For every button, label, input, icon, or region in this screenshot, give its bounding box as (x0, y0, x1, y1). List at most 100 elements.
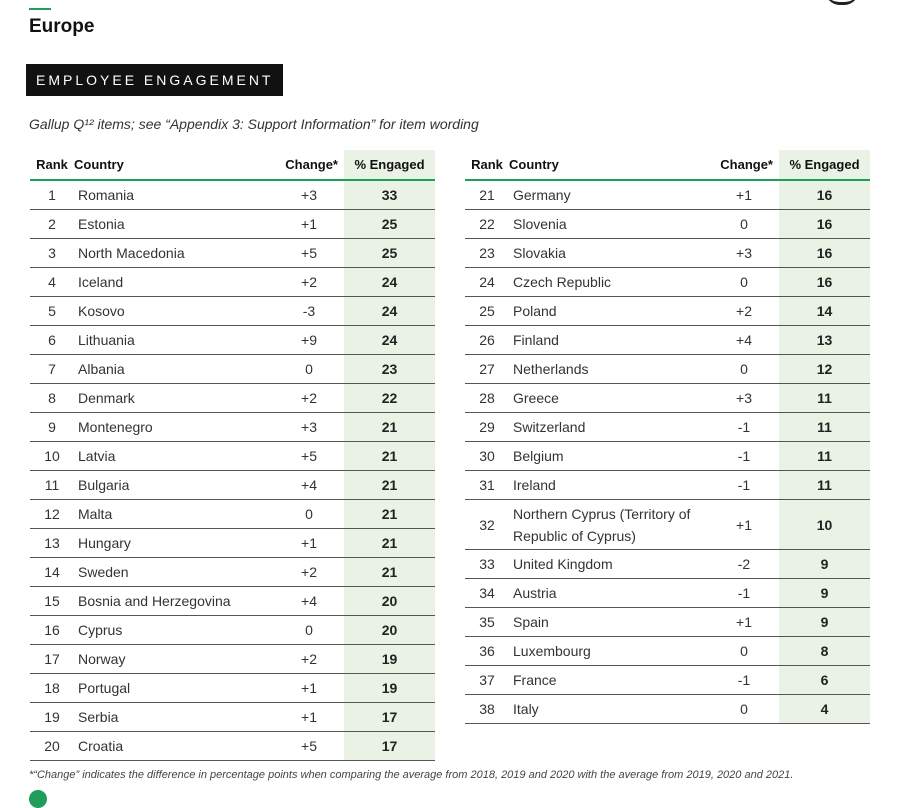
country-cell: North Macedonia (74, 238, 274, 268)
change-cell: +1 (274, 673, 344, 703)
rank-cell: 32 (465, 499, 509, 550)
country-cell: Northern Cyprus (Territory of Republic o… (509, 499, 709, 550)
rank-cell: 21 (465, 180, 509, 210)
header-row: Rank Country Change* % Engaged (465, 150, 870, 181)
rank-cell: 15 (30, 586, 74, 616)
country-cell: Norway (74, 644, 274, 674)
table-row: 8 Denmark +2 22 (30, 383, 435, 413)
rank-cell: 16 (30, 615, 74, 645)
table-row: 38 Italy 0 4 (465, 694, 870, 724)
table-row: 22 Slovenia 0 16 (465, 209, 870, 239)
rank-cell: 10 (30, 441, 74, 471)
country-cell: Iceland (74, 267, 274, 297)
change-cell: +5 (274, 731, 344, 761)
engaged-cell: 21 (344, 528, 435, 558)
change-cell: +4 (709, 325, 779, 355)
table-row: 29 Switzerland -1 11 (465, 412, 870, 442)
change-cell: 0 (274, 615, 344, 645)
table-row: 13 Hungary +1 21 (30, 528, 435, 558)
change-header: Change* (274, 150, 344, 181)
table-row: 33 United Kingdom -2 9 (465, 549, 870, 579)
engaged-cell: 19 (344, 644, 435, 674)
engaged-cell: 4 (779, 694, 870, 724)
change-cell: +1 (274, 209, 344, 239)
change-cell: +3 (709, 383, 779, 413)
change-cell: +1 (274, 528, 344, 558)
change-cell: +2 (274, 644, 344, 674)
rank-cell: 19 (30, 702, 74, 732)
engaged-cell: 19 (344, 673, 435, 703)
engaged-cell: 17 (344, 731, 435, 761)
change-cell: +1 (709, 499, 779, 550)
rank-cell: 4 (30, 267, 74, 297)
engaged-cell: 25 (344, 238, 435, 268)
table-row: 6 Lithuania +9 24 (30, 325, 435, 355)
change-cell: +1 (274, 702, 344, 732)
change-cell: +1 (709, 180, 779, 210)
engaged-cell: 6 (779, 665, 870, 695)
rank-cell: 17 (30, 644, 74, 674)
table-row: 7 Albania 0 23 (30, 354, 435, 384)
change-cell: +4 (274, 586, 344, 616)
table-row: 18 Portugal +1 19 (30, 673, 435, 703)
country-cell: Hungary (74, 528, 274, 558)
accent-line (29, 8, 51, 10)
rank-cell: 1 (30, 180, 74, 210)
change-cell: 0 (274, 499, 344, 529)
table-row: 23 Slovakia +3 16 (465, 238, 870, 268)
change-cell: -1 (709, 665, 779, 695)
rank-cell: 13 (30, 528, 74, 558)
change-cell: +4 (274, 470, 344, 500)
table-row: 21 Germany +1 16 (465, 180, 870, 210)
engaged-cell: 11 (779, 441, 870, 471)
engaged-cell: 12 (779, 354, 870, 384)
table-row: 15 Bosnia and Herzegovina +4 20 (30, 586, 435, 616)
rank-cell: 36 (465, 636, 509, 666)
engaged-cell: 16 (779, 209, 870, 239)
table-row: 36 Luxembourg 0 8 (465, 636, 870, 666)
rank-header: Rank (465, 150, 509, 181)
country-header: Country (74, 150, 274, 181)
header-row: Rank Country Change* % Engaged (30, 150, 435, 181)
table-body-right: 21 Germany +1 16 22 Slovenia 0 16 23 Slovakia +3 16… (465, 180, 870, 724)
table-row: 26 Finland +4 13 (465, 325, 870, 355)
rank-cell: 3 (30, 238, 74, 268)
country-cell: Estonia (74, 209, 274, 239)
country-cell: Lithuania (74, 325, 274, 355)
engaged-cell: 21 (344, 557, 435, 587)
country-cell: Poland (509, 296, 709, 326)
engaged-cell: 21 (344, 441, 435, 471)
rank-cell: 24 (465, 267, 509, 297)
table-row: 20 Croatia +5 17 (30, 731, 435, 761)
change-header: Change* (709, 150, 779, 181)
country-cell: Slovenia (509, 209, 709, 239)
country-cell: Croatia (74, 731, 274, 761)
change-cell: -1 (709, 412, 779, 442)
table-subtitle: Gallup Q¹² items; see “Appendix 3: Suppo… (29, 116, 479, 132)
country-cell: Greece (509, 383, 709, 413)
engaged-cell: 25 (344, 209, 435, 239)
country-cell: France (509, 665, 709, 695)
engaged-header: % Engaged (344, 150, 435, 181)
engaged-cell: 16 (779, 238, 870, 268)
rank-cell: 25 (465, 296, 509, 326)
change-cell: +3 (709, 238, 779, 268)
country-cell: United Kingdom (509, 549, 709, 579)
table-row: 25 Poland +2 14 (465, 296, 870, 326)
table-row: 34 Austria -1 9 (465, 578, 870, 608)
table-row: 5 Kosovo -3 24 (30, 296, 435, 326)
country-cell: Denmark (74, 383, 274, 413)
country-cell: Luxembourg (509, 636, 709, 666)
engaged-cell: 24 (344, 267, 435, 297)
country-cell: Kosovo (74, 296, 274, 326)
page-corner-mark (825, 0, 859, 5)
country-cell: Serbia (74, 702, 274, 732)
rank-cell: 6 (30, 325, 74, 355)
engaged-cell: 24 (344, 325, 435, 355)
country-cell: Czech Republic (509, 267, 709, 297)
section-badge: EMPLOYEE ENGAGEMENT (26, 64, 283, 96)
rank-cell: 27 (465, 354, 509, 384)
country-cell: Belgium (509, 441, 709, 471)
engaged-cell: 21 (344, 412, 435, 442)
rank-cell: 28 (465, 383, 509, 413)
